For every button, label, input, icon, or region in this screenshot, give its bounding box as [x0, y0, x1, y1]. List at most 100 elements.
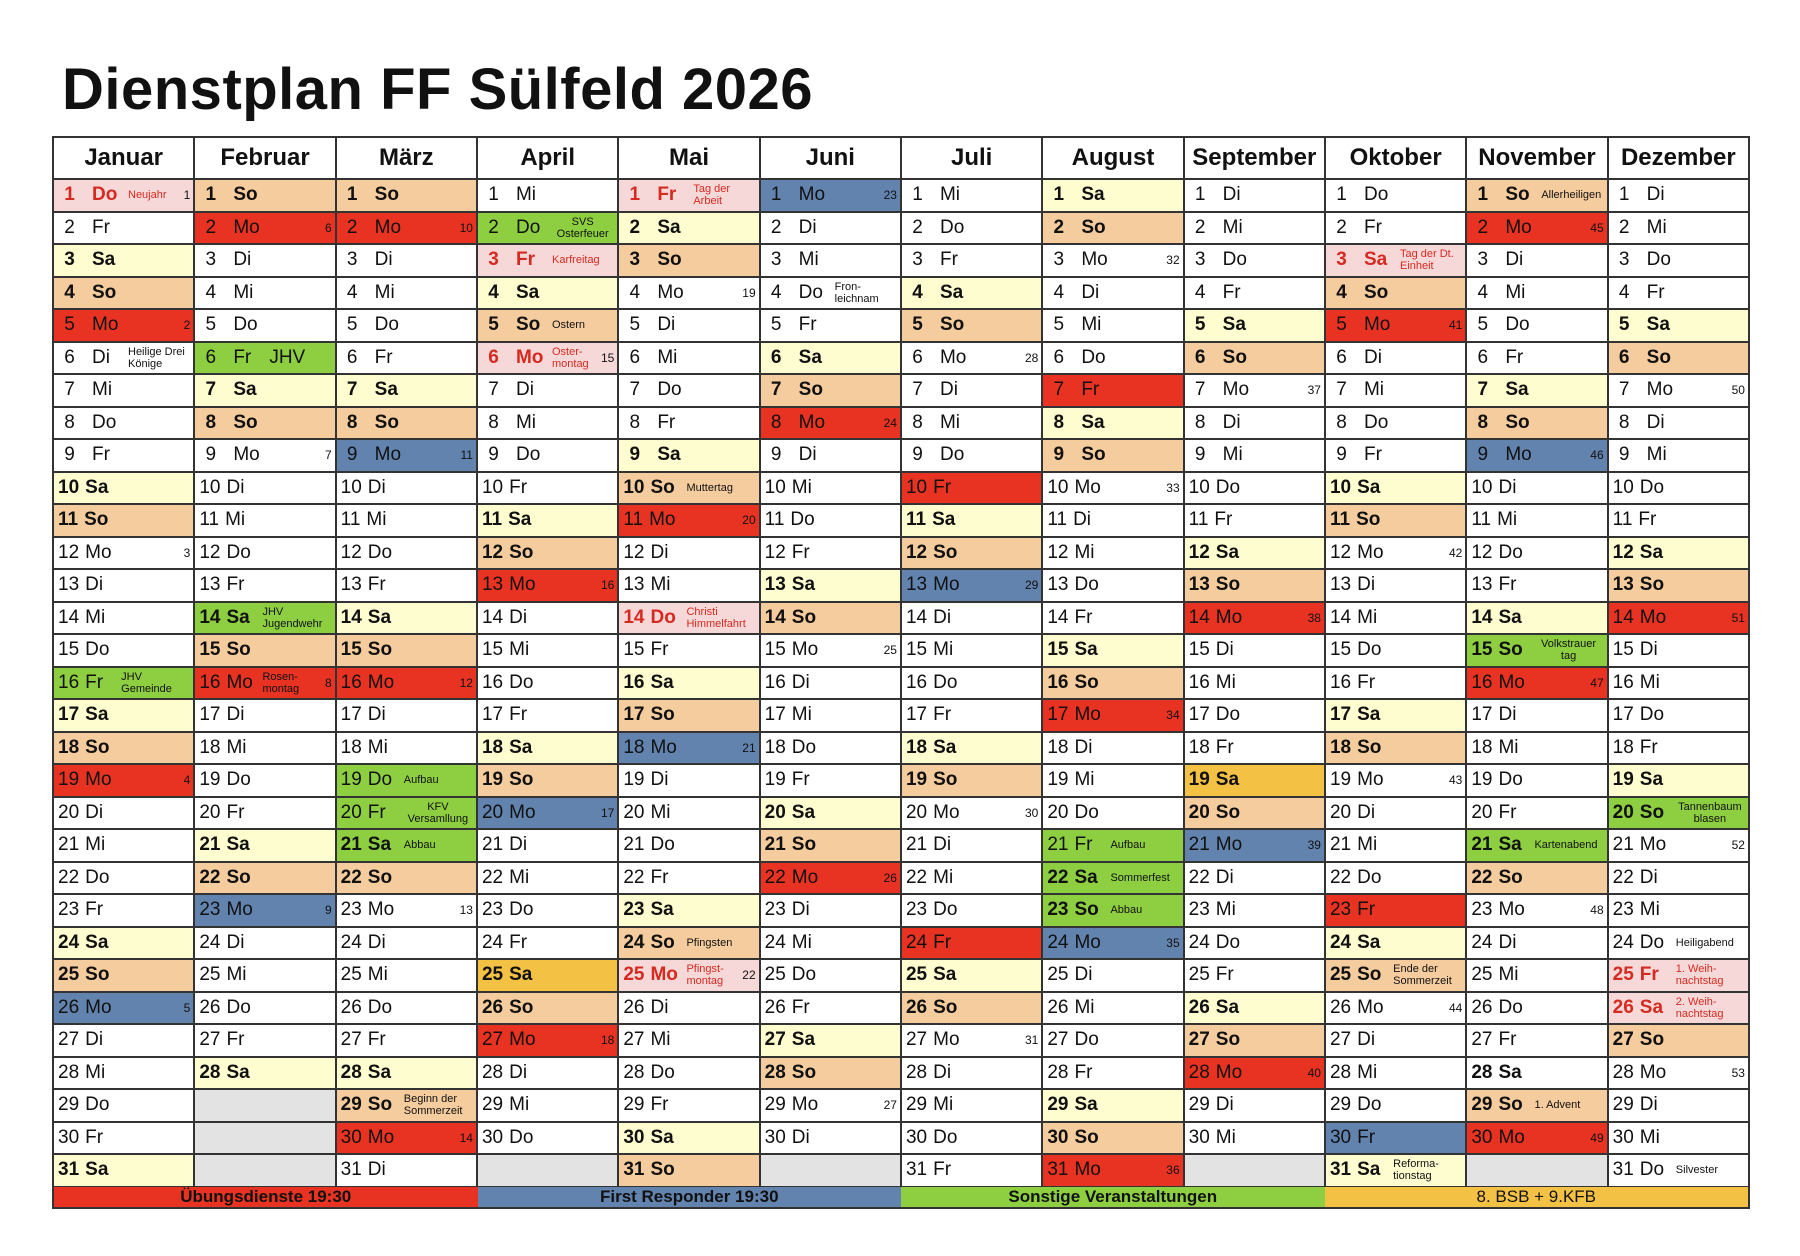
week-number: 1	[183, 188, 191, 202]
weekday: Di	[1639, 1094, 1658, 1116]
weekday: Mo	[509, 574, 536, 596]
day-cell: 14 Sa JHV Jugendwehr	[195, 602, 335, 633]
day-number: 21	[1471, 834, 1493, 856]
weekday: Fr	[367, 1029, 386, 1051]
day-cell: 2 Mi	[1184, 212, 1324, 243]
weekday: Fr	[1214, 509, 1233, 531]
weekday: Fr	[226, 574, 245, 596]
day-number: 10	[481, 476, 504, 498]
day-cell: 18 Mi	[1467, 732, 1607, 763]
day-number: 29	[764, 1094, 786, 1116]
weekday: Do	[85, 866, 110, 888]
day-cell: 30 So	[1043, 1122, 1183, 1153]
day-number: 2	[1194, 216, 1206, 238]
day-cell: 29 Mo 27	[760, 1090, 900, 1121]
day-cell: 9 Fr	[54, 440, 194, 471]
day-number: 11	[905, 509, 927, 531]
weekday: Mo	[367, 899, 395, 921]
day-cell: 25 Mi	[195, 960, 335, 991]
day-cell: 14 Mo 38	[1184, 602, 1324, 633]
month-column: März 1 So 2 Mo 10 3 Di 4 Mi 5 Do 6 Fr 7 Sa 8 So 9 Mo 11 10 Di 1…	[336, 138, 476, 1186]
day-number: 2	[912, 216, 923, 238]
week-number: 12	[459, 675, 473, 690]
weekday: Mi	[374, 281, 395, 303]
day-cell: 21 Di	[477, 830, 618, 861]
day-number: 27	[905, 1029, 928, 1051]
weekday: Sa	[1081, 184, 1105, 206]
weekday: Fr	[85, 1126, 104, 1148]
weekday: Mi	[798, 249, 819, 271]
day-cell: 7 Di	[901, 375, 1042, 406]
day-number: 16	[199, 671, 221, 693]
month-header: November	[1467, 138, 1607, 178]
day-number: 8	[912, 411, 923, 433]
day-number: 28	[1471, 1061, 1493, 1083]
day-number: 6	[64, 346, 75, 368]
day-number: 31	[58, 1159, 80, 1181]
weekday: Di	[1357, 1029, 1376, 1051]
day-number: 10	[199, 476, 221, 498]
day-number: 13	[199, 574, 221, 596]
weekday: Fr	[1363, 444, 1382, 466]
day-number: 26	[58, 996, 80, 1018]
weekday: Do	[650, 834, 675, 856]
weekday: Sa	[509, 964, 533, 986]
weekday: Mi	[933, 639, 954, 661]
day-number: 5	[629, 314, 641, 336]
week-number: 9	[324, 903, 332, 917]
day-cell: 5 Do	[195, 310, 335, 341]
day-cell: 26 So	[901, 992, 1042, 1023]
day-cell: 17 Do	[1184, 700, 1324, 731]
day-number: 14	[1471, 606, 1493, 628]
day-cell: 8 So	[1467, 407, 1607, 438]
day-cell: 13 Fr	[195, 570, 335, 601]
month-column: November 1 So Allerheiligen 2 Mo 45 3 Di 4 Mi 5 Do 6 F…	[1467, 138, 1607, 1186]
week-number: 41	[1448, 318, 1463, 332]
weekday: Di	[85, 574, 104, 596]
weekday: Mo	[367, 1126, 395, 1148]
weekday: Sa	[650, 671, 674, 693]
day-cell: 18 Di	[1043, 732, 1183, 763]
weekday: Mi	[515, 411, 537, 433]
day-number: 11	[1047, 509, 1068, 531]
day-number: 20	[1329, 801, 1352, 823]
day-cell: 1 Mi	[901, 180, 1042, 211]
day-cell: 7 Sa	[1467, 375, 1607, 406]
weekday: Do	[1363, 411, 1389, 433]
day-number: 22	[623, 866, 645, 888]
day-cell: 20 Di	[54, 797, 194, 828]
weekday: Fr	[1357, 899, 1376, 921]
day-number: 8	[1477, 411, 1489, 433]
event-note: Beginn der Sommerzeit	[403, 1093, 463, 1118]
day-cell: 18 Sa	[477, 732, 618, 763]
week-number: 11	[460, 448, 473, 462]
day-number: 2	[205, 216, 217, 238]
day-cell: 2 So	[1043, 212, 1183, 243]
day-number: 27	[1047, 1029, 1069, 1051]
day-number: 14	[1188, 606, 1210, 628]
weekday: Do	[1646, 249, 1671, 271]
day-number: 29	[1612, 1094, 1634, 1116]
day-cell: 14 Sa	[336, 602, 476, 633]
weekday: So	[1639, 801, 1665, 823]
day-number: 2	[346, 216, 358, 238]
day-cell: 3 Di	[1467, 245, 1607, 276]
day-cell: 28 So	[760, 1057, 900, 1088]
weekday: Do	[1357, 866, 1382, 888]
day-cell: 10 Fr	[477, 472, 618, 503]
day-number: 10	[623, 476, 645, 498]
day-number: 22	[1329, 866, 1352, 888]
day-cell: 15 So Volkstrauer tag	[1467, 635, 1607, 666]
weekday: Do	[1639, 476, 1665, 498]
weekday: Sa	[367, 1061, 392, 1083]
day-cell: 23 Mi	[1608, 895, 1748, 926]
weekday: So	[367, 639, 393, 661]
day-cell: 28 Di	[477, 1057, 618, 1088]
weekday: So	[1505, 411, 1530, 433]
day-cell: 24 Mo 35	[1043, 927, 1183, 958]
day-number: 13	[481, 574, 504, 596]
day-number: 2	[488, 216, 499, 238]
weekday: Di	[367, 1159, 386, 1181]
day-cell: 28 Sa	[336, 1057, 476, 1088]
day-number: 25	[199, 964, 221, 986]
